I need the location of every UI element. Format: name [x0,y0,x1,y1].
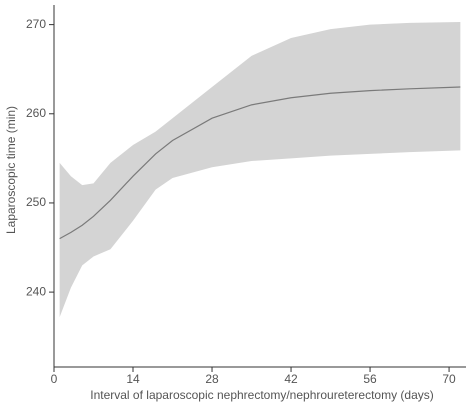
y-tick-label: 240 [26,284,46,298]
x-tick-label: 70 [442,372,456,386]
y-tick-label: 250 [26,195,46,209]
trend-line [59,86,461,240]
x-axis-label: Interval of laparoscopic nephrectomy/nep… [90,388,434,402]
confidence-band [59,21,461,318]
x-tick-label: 42 [284,372,298,386]
x-tick-label: 0 [51,372,58,386]
y-tick-label: 270 [26,17,46,31]
y-axis-label: Laparoscopic time (min) [4,106,18,234]
y-tick-label: 260 [26,106,46,120]
x-tick-label: 56 [363,372,377,386]
x-tick-label: 28 [205,372,219,386]
x-tick-label: 14 [126,372,140,386]
